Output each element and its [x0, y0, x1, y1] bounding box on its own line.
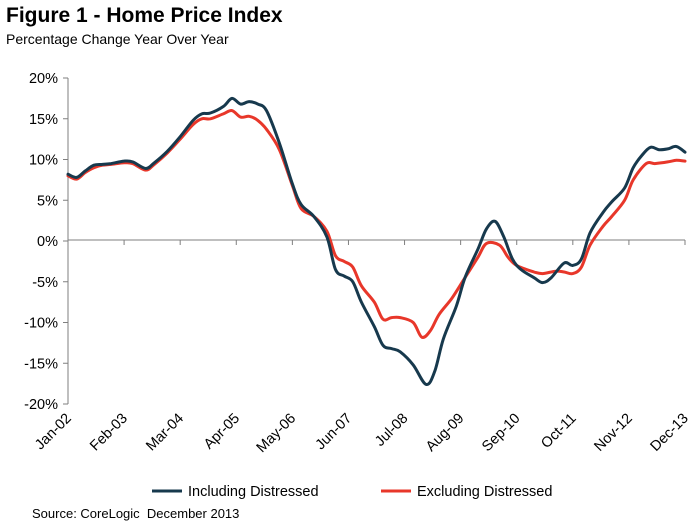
series-line-excluding-distressed [66, 109, 687, 339]
x-tick-label: Aug-09 [423, 411, 467, 455]
y-tick-label: 5% [37, 193, 58, 209]
chart-title: Figure 1 - Home Price Index [6, 4, 283, 27]
tick-labels: 20% 15% 10% 5% 0% -5% -10% -15% -20%Jan-02 Feb-03… [24, 71, 692, 456]
y-tick-label: 0% [37, 234, 58, 250]
x-tick-label: Jan-02 [32, 411, 75, 454]
x-tick-label: Oct-11 [538, 411, 579, 452]
x-tick-label: Mar-04 [143, 411, 187, 455]
x-tick-label: Sep-10 [479, 411, 523, 455]
y-tick-label: -10% [24, 316, 58, 332]
legend-label-including-distressed: Including Distressed [188, 484, 319, 500]
y-tick-label: 10% [29, 153, 58, 169]
y-tick-label: -5% [32, 275, 58, 291]
y-tick-label: 15% [29, 112, 58, 128]
legend-label-excluding-distressed: Excluding Distressed [417, 484, 552, 500]
y-tick-label: -15% [24, 356, 58, 372]
y-tick-label: -20% [24, 397, 58, 413]
series-line-including-distressed [66, 96, 687, 386]
x-tick-label: Nov-12 [591, 411, 635, 455]
x-tick-label: Feb-03 [87, 411, 131, 455]
y-tick-label: 20% [29, 71, 58, 87]
x-tick-label: Jul-08 [372, 411, 411, 450]
series-lines [66, 96, 687, 386]
source-note: Source: CoreLogic December 2013 [32, 506, 240, 521]
x-tick-label: May-06 [254, 411, 300, 457]
legend: Including Distressed Excluding Distressed [152, 484, 552, 500]
x-tick-label: Dec-13 [647, 411, 691, 455]
axes [63, 77, 686, 405]
x-tick-label: Jun-07 [313, 411, 356, 454]
chart-subtitle: Percentage Change Year Over Year [6, 31, 229, 47]
x-tick-label: Apr-05 [201, 411, 243, 453]
